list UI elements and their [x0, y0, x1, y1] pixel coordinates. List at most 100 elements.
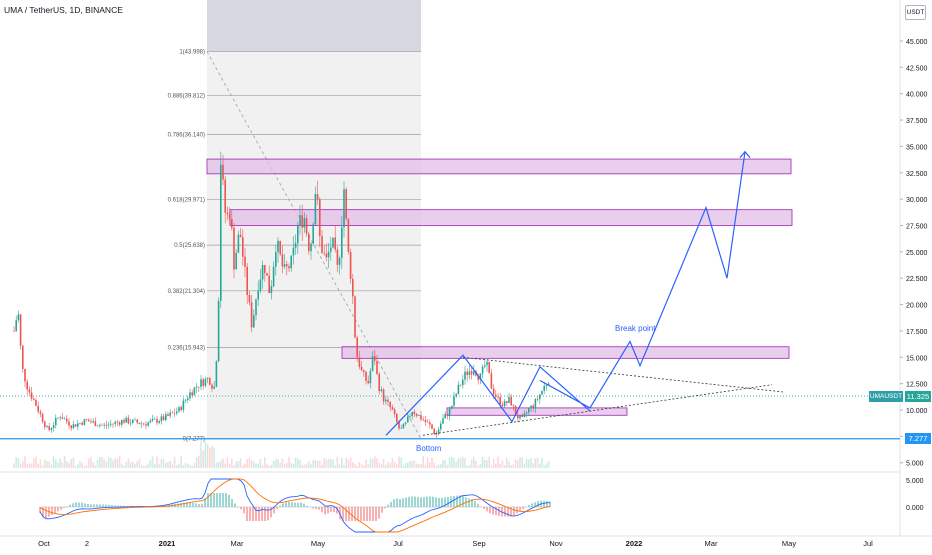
candle-body	[427, 422, 429, 423]
candle-body	[348, 219, 350, 252]
macd-histogram-bar	[360, 507, 362, 521]
macd-histogram-bar	[228, 495, 230, 507]
candle-body	[486, 362, 488, 365]
volume-bar	[310, 464, 312, 468]
macd-histogram-bar	[483, 507, 485, 509]
volume-bar	[297, 458, 299, 468]
volume-bar	[427, 457, 429, 468]
candle-body	[70, 426, 72, 429]
volume-bar	[367, 464, 369, 468]
candle-body	[255, 299, 257, 315]
volume-bar	[119, 456, 121, 468]
volume-bar	[24, 456, 26, 468]
volume-bar	[301, 465, 303, 468]
candle-body	[392, 407, 394, 409]
volume-bar	[323, 458, 325, 468]
candle-body	[119, 422, 121, 424]
macd-histogram-bar	[324, 507, 326, 515]
volume-bar	[348, 460, 350, 468]
x-tick-label: Sep	[472, 539, 485, 548]
candle-body	[216, 361, 218, 386]
volume-bar	[242, 465, 244, 468]
macd-histogram-bar	[78, 502, 80, 507]
volume-bar	[220, 461, 222, 468]
macd-histogram-bar	[537, 501, 539, 507]
macd-histogram-bar	[498, 507, 500, 516]
y-tick-label: 15.000	[906, 355, 928, 362]
volume-bar	[101, 457, 103, 468]
volume-bar	[541, 458, 543, 468]
volume-bar	[196, 457, 198, 468]
candle-body	[55, 418, 57, 425]
candle-body	[132, 420, 134, 423]
volume-bar	[383, 459, 385, 468]
candle-body	[227, 213, 229, 215]
macd-histogram-bar	[453, 496, 455, 507]
volume-bar	[447, 465, 449, 468]
candle-body	[537, 399, 539, 400]
resistance-zone	[207, 159, 791, 174]
candle-body	[304, 218, 306, 228]
volume-bar	[172, 465, 174, 468]
candle-body	[169, 413, 171, 416]
candle-body	[326, 254, 328, 258]
volume-bar	[29, 463, 31, 468]
macd-histogram-bar	[420, 497, 422, 507]
candle-body	[334, 238, 336, 250]
macd-histogram-bar	[258, 507, 260, 521]
volume-bar	[385, 465, 387, 468]
break-point-label: Break point	[615, 324, 656, 333]
y-tick-label: 40.000	[906, 92, 928, 99]
candle-body	[282, 254, 284, 266]
candle-body	[46, 426, 48, 427]
macd-histogram-bar	[378, 507, 380, 519]
volume-bar	[33, 458, 35, 468]
candle-body	[251, 302, 253, 327]
volume-bar	[334, 465, 336, 468]
candle-body	[211, 385, 213, 389]
volume-bar	[506, 458, 508, 468]
candle-body	[123, 420, 125, 422]
volume-bar	[460, 457, 462, 468]
macd-histogram-bar	[102, 504, 104, 507]
candle-body	[526, 412, 528, 413]
candle-body	[13, 331, 15, 332]
candle-body	[328, 252, 330, 257]
projection-path	[540, 152, 745, 408]
currency-button[interactable]: USDT	[905, 5, 926, 20]
candle-body	[506, 401, 508, 403]
macd-histogram-bar	[414, 497, 416, 507]
macd-histogram-bar	[216, 493, 218, 507]
macd-histogram-bar	[297, 503, 299, 507]
x-tick-label: Nov	[549, 539, 563, 548]
macd-histogram-bar	[369, 507, 371, 521]
candle-body	[458, 385, 460, 394]
candle-body	[167, 414, 169, 416]
candle-body	[57, 418, 59, 419]
macd-histogram-bar	[84, 503, 86, 507]
fib-top-block	[207, 0, 421, 52]
candle-body	[125, 418, 127, 423]
candle-body	[262, 265, 264, 279]
macd-histogram-bar	[60, 507, 62, 510]
volume-bar	[279, 463, 281, 468]
x-tick-label: 2022	[626, 539, 643, 548]
candle-body	[53, 425, 55, 428]
volume-bar	[409, 461, 411, 468]
candle-body	[178, 407, 180, 411]
macd-histogram-bar	[411, 497, 413, 507]
candle-body	[378, 374, 380, 391]
candle-body	[411, 412, 413, 416]
volume-bar	[106, 462, 108, 468]
macd-histogram-bar	[246, 507, 248, 521]
candle-body	[451, 406, 453, 409]
candle-body	[66, 419, 68, 422]
volume-bar	[312, 460, 314, 468]
volume-bar	[319, 461, 321, 468]
triangle-upper-trendline	[463, 357, 784, 392]
last-price-label: 11.325	[905, 391, 931, 402]
candle-body	[425, 420, 427, 422]
volume-bar	[253, 462, 255, 468]
